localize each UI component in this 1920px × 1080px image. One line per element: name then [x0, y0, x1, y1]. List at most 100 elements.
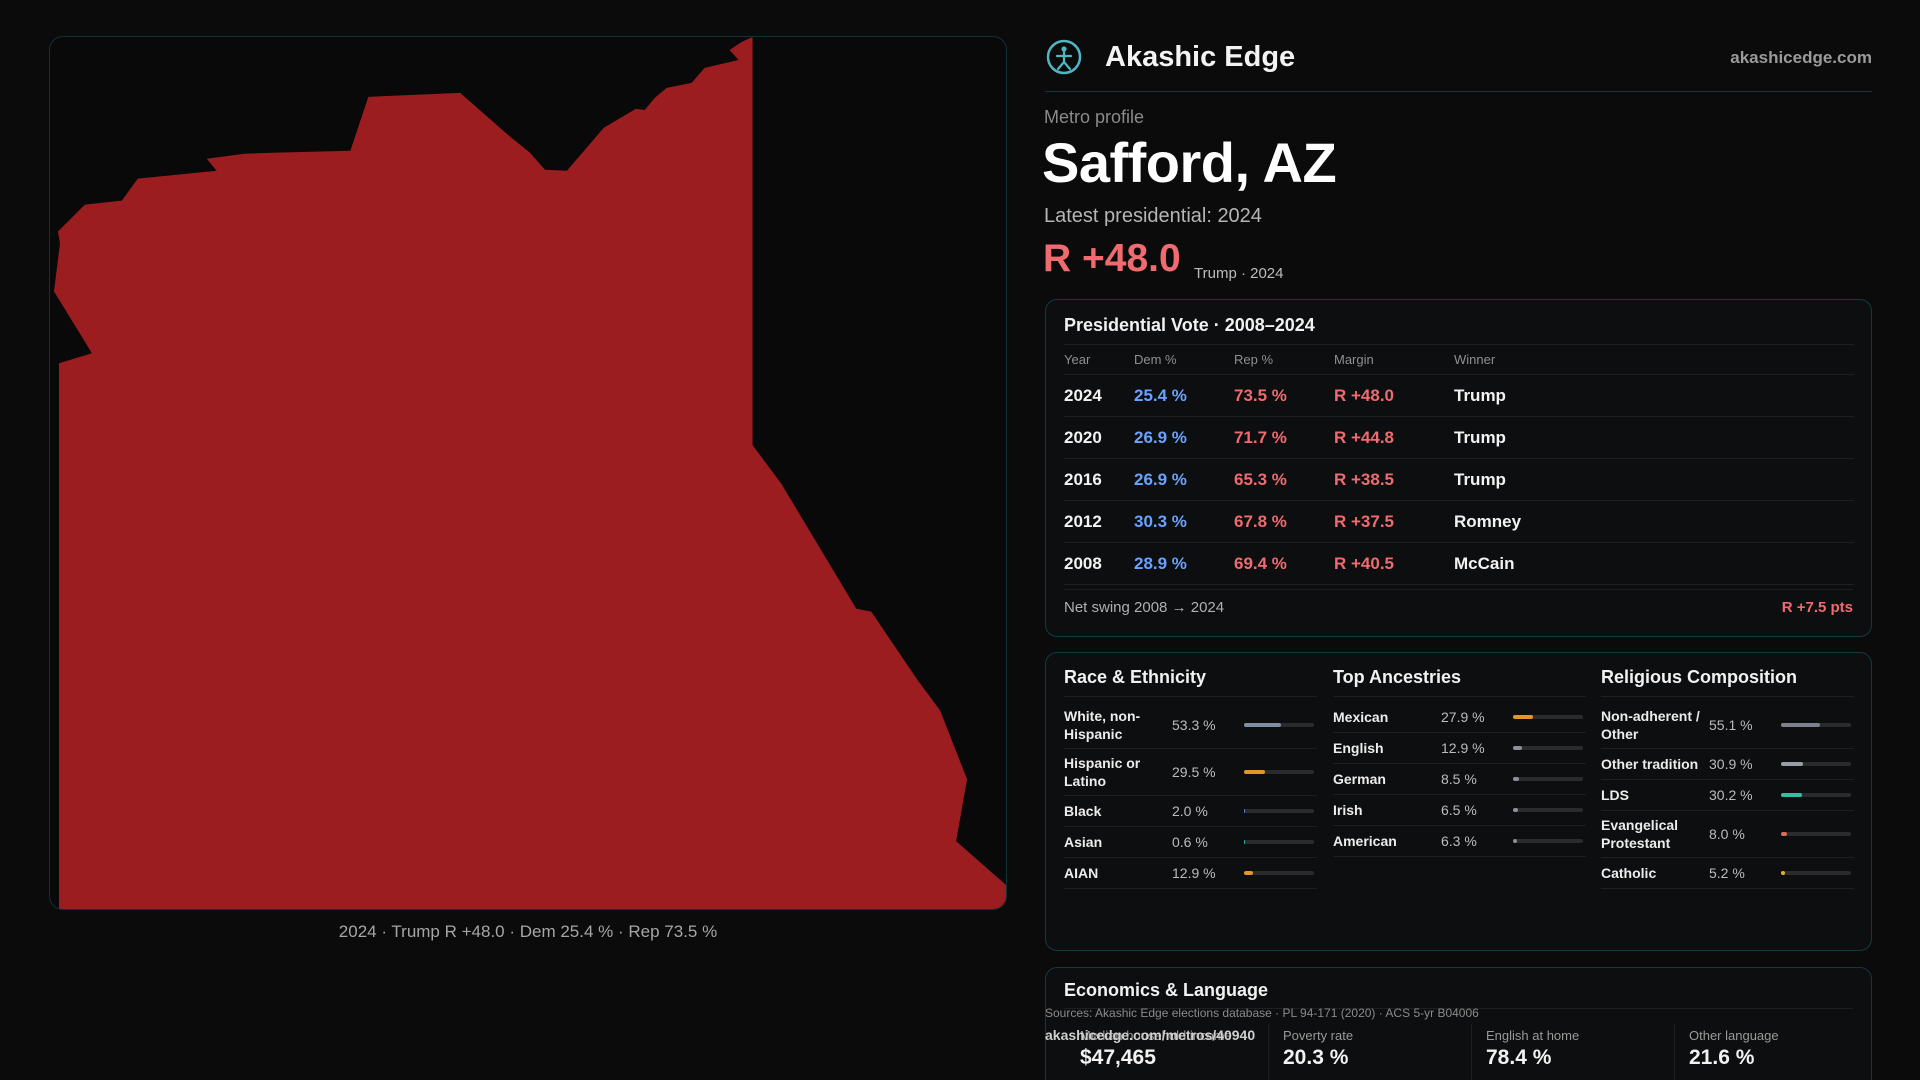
- list-item: Mexican 27.9 %: [1333, 702, 1586, 733]
- header-dem: Dem %: [1134, 352, 1177, 367]
- top-ancestries-list: Mexican 27.9 % English 12.9 % German 8.5 % Iri…: [1333, 702, 1586, 857]
- share-bar-fill: [1244, 809, 1246, 813]
- county-map[interactable]: [49, 36, 1007, 910]
- econ-metric-english: English at home 78.4 %: [1486, 1028, 1676, 1070]
- cell-margin: R +38.5: [1334, 469, 1395, 489]
- list-item-value: 12.9 %: [1441, 740, 1485, 756]
- share-bar-track: [1244, 770, 1314, 774]
- list-item: English 12.9 %: [1333, 733, 1586, 764]
- list-item-value: 55.1 %: [1709, 717, 1753, 733]
- race-ethnicity-title: Race & Ethnicity: [1064, 667, 1317, 697]
- list-item: LDS 30.2 %: [1601, 780, 1854, 811]
- cell-rep: 65.3 %: [1234, 469, 1287, 489]
- cell-winner: Trump: [1454, 385, 1506, 405]
- brand-url-link[interactable]: akashicedge.com: [1730, 48, 1872, 67]
- top-ancestries-title: Top Ancestries: [1333, 667, 1586, 697]
- list-item-label: White, non-Hispanic: [1064, 708, 1141, 742]
- cell-margin: R +40.5: [1334, 553, 1395, 573]
- share-bar-fill: [1244, 840, 1246, 844]
- cell-year: 2020: [1064, 427, 1102, 447]
- list-item: German 8.5 %: [1333, 764, 1586, 795]
- list-item-value: 29.5 %: [1172, 764, 1216, 780]
- list-item-value: 12.9 %: [1172, 865, 1216, 881]
- cell-year: 2012: [1064, 511, 1102, 531]
- race-ethnicity-section: Race & Ethnicity White, non-Hispanic 53.3…: [1064, 667, 1317, 889]
- table-row: 2008 28.9 % 69.4 % R +40.5 McCain: [1064, 543, 1854, 585]
- cell-rep: 71.7 %: [1234, 427, 1287, 447]
- latest-presidential-label: Latest presidential: 2024: [1044, 205, 1262, 227]
- econ-metric-value: 78.4 %: [1486, 1046, 1552, 1069]
- profile-eyebrow: Metro profile: [1044, 107, 1145, 127]
- cell-rep: 67.8 %: [1234, 511, 1287, 531]
- cell-rep: 73.5 %: [1234, 385, 1287, 405]
- share-bar-track: [1513, 746, 1583, 750]
- share-bar-fill: [1513, 808, 1518, 812]
- list-item-value: 5.2 %: [1709, 865, 1745, 881]
- share-bar-fill: [1513, 715, 1533, 719]
- sources-note: Sources: Akashic Edge elections database…: [1045, 1006, 1479, 1020]
- econ-metric-value: $47,465: [1080, 1046, 1156, 1069]
- cell-margin: R +37.5: [1334, 511, 1395, 531]
- county-shape[interactable]: [53, 37, 1006, 909]
- share-bar-track: [1244, 871, 1314, 875]
- cell-winner: Trump: [1454, 427, 1506, 447]
- header-margin: Margin: [1334, 352, 1374, 367]
- share-bar-track: [1781, 793, 1851, 797]
- net-swing-value: R +7.5 pts: [1781, 599, 1853, 616]
- religious-composition-list: Non-adherent / Other 55.1 % Other traditio…: [1601, 702, 1854, 889]
- list-item-label: Hispanic or Latino: [1064, 755, 1141, 789]
- share-bar-fill: [1781, 832, 1787, 836]
- share-bar-track: [1513, 715, 1583, 719]
- share-bar-track: [1781, 762, 1851, 766]
- list-item-value: 6.5 %: [1441, 802, 1477, 818]
- econ-separator: [1268, 1024, 1269, 1080]
- cell-dem: 28.9 %: [1134, 553, 1187, 573]
- header-year: Year: [1064, 352, 1091, 367]
- share-bar-track: [1513, 808, 1583, 812]
- list-item: White, non-Hispanic 53.3 %: [1064, 702, 1317, 749]
- list-item-label: Asian: [1064, 834, 1103, 850]
- table-row: 2012 30.3 % 67.8 % R +37.5 Romney: [1064, 501, 1854, 543]
- share-bar-fill: [1513, 777, 1519, 781]
- economics-divider: [1064, 1008, 1853, 1009]
- list-item-label: Black: [1064, 803, 1102, 819]
- header-winner: Winner: [1454, 352, 1496, 367]
- share-bar-fill: [1244, 871, 1254, 875]
- cell-margin: R +48.0: [1334, 385, 1395, 405]
- share-bar-track: [1781, 832, 1851, 836]
- list-item-label: American: [1333, 833, 1397, 849]
- cell-dem: 30.3 %: [1134, 511, 1187, 531]
- share-bar-fill: [1781, 723, 1820, 727]
- top-ancestries-section: Top Ancestries Mexican 27.9 % English 12.9 …: [1333, 667, 1586, 857]
- list-item-label: Irish: [1333, 802, 1363, 818]
- table-row: 2024 25.4 % 73.5 % R +48.0 Trump: [1064, 375, 1854, 417]
- cell-dem: 25.4 %: [1134, 385, 1187, 405]
- header-rep: Rep %: [1234, 352, 1274, 367]
- list-item-label: Evangelical Protestant: [1601, 817, 1679, 851]
- table-row: 2016 26.9 % 65.3 % R +38.5 Trump: [1064, 459, 1854, 501]
- list-item: Irish 6.5 %: [1333, 795, 1586, 826]
- latest-margin-note: Trump · 2024: [1194, 265, 1284, 282]
- latest-margin: R +48.0: [1043, 237, 1181, 280]
- presidential-vote-card: Presidential Vote · 2008–2024 Year Dem %…: [1045, 299, 1872, 637]
- economics-card: Economics & Language Median household in…: [1045, 967, 1872, 1080]
- list-item: Hispanic or Latino 29.5 %: [1064, 749, 1317, 796]
- share-bar-fill: [1244, 770, 1265, 774]
- map-caption: 2024 · Trump R +48.0 · Dem 25.4 % · Rep …: [338, 922, 718, 941]
- list-item-label: Other tradition: [1601, 756, 1699, 772]
- cell-winner: Romney: [1454, 511, 1522, 531]
- religious-composition-section: Religious Composition Non-adherent / Oth…: [1601, 667, 1854, 889]
- race-ethnicity-list: White, non-Hispanic 53.3 % Hispanic or Lat…: [1064, 702, 1317, 889]
- econ-metric-label: English at home: [1486, 1028, 1580, 1043]
- list-item-value: 30.9 %: [1709, 756, 1753, 772]
- list-item: American 6.3 %: [1333, 826, 1586, 857]
- list-item: Other tradition 30.9 %: [1601, 749, 1854, 780]
- cell-winner: McCain: [1454, 553, 1515, 573]
- brand-name[interactable]: Akashic Edge: [1105, 41, 1296, 73]
- compass-person-icon[interactable]: [1045, 38, 1083, 76]
- metro-url-link[interactable]: akashicedge.com/metros/40940: [1045, 1027, 1256, 1043]
- share-bar-fill: [1513, 839, 1518, 843]
- share-bar-fill: [1244, 723, 1282, 727]
- religious-composition-title: Religious Composition: [1601, 667, 1854, 697]
- list-item-label: AIAN: [1064, 865, 1099, 881]
